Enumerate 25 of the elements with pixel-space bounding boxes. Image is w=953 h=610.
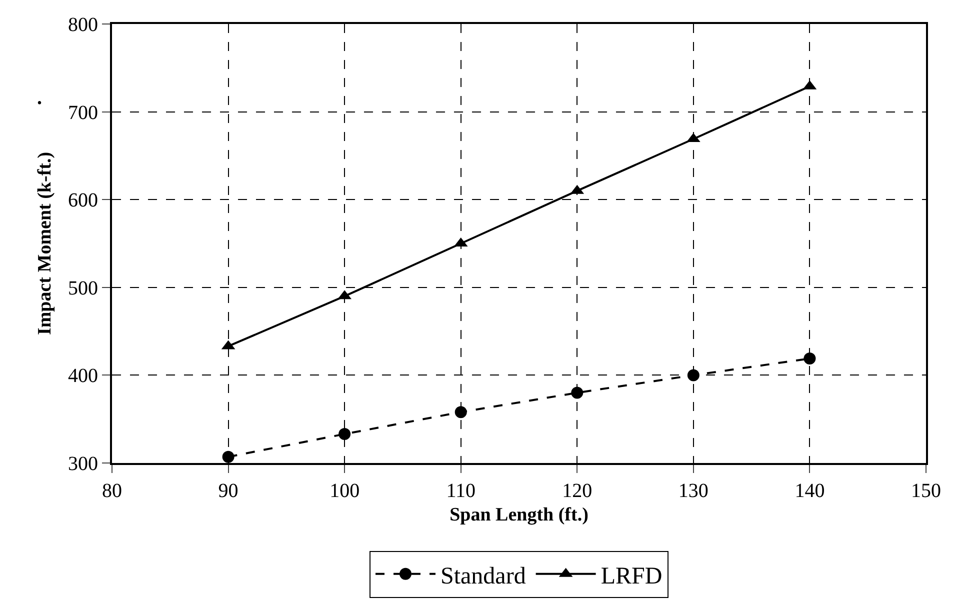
legend-label: LRFD xyxy=(600,563,662,590)
point xyxy=(222,450,234,463)
x-tick-label: 120 xyxy=(562,480,592,502)
x-tick-label: 140 xyxy=(794,480,825,502)
y-tick-label: 600 xyxy=(68,190,98,212)
text: . xyxy=(37,87,42,109)
y-tick-label: 400 xyxy=(68,365,98,388)
point xyxy=(454,406,467,418)
x-tick-label: 150 xyxy=(911,480,941,502)
y-tick-label: 700 xyxy=(68,102,98,124)
y-tick-label: 500 xyxy=(68,277,98,300)
point xyxy=(687,369,700,382)
y-tick-label: 300 xyxy=(68,453,98,475)
legend-label: Standard xyxy=(440,563,526,590)
x-tick-label: 100 xyxy=(330,480,360,502)
x-tick-label: 130 xyxy=(678,480,708,502)
x-tick-label: 90 xyxy=(218,480,238,502)
point xyxy=(571,386,584,399)
x-tick-label: 80 xyxy=(102,480,122,502)
point xyxy=(804,352,816,365)
x-tick-label: 110 xyxy=(446,480,476,502)
y-axis-title: Impact Moment (k-ft.) xyxy=(34,152,56,336)
y-tick-label: 800 xyxy=(68,14,98,36)
point xyxy=(338,428,351,440)
x-axis-title: Span Length (ft.) xyxy=(450,504,588,526)
